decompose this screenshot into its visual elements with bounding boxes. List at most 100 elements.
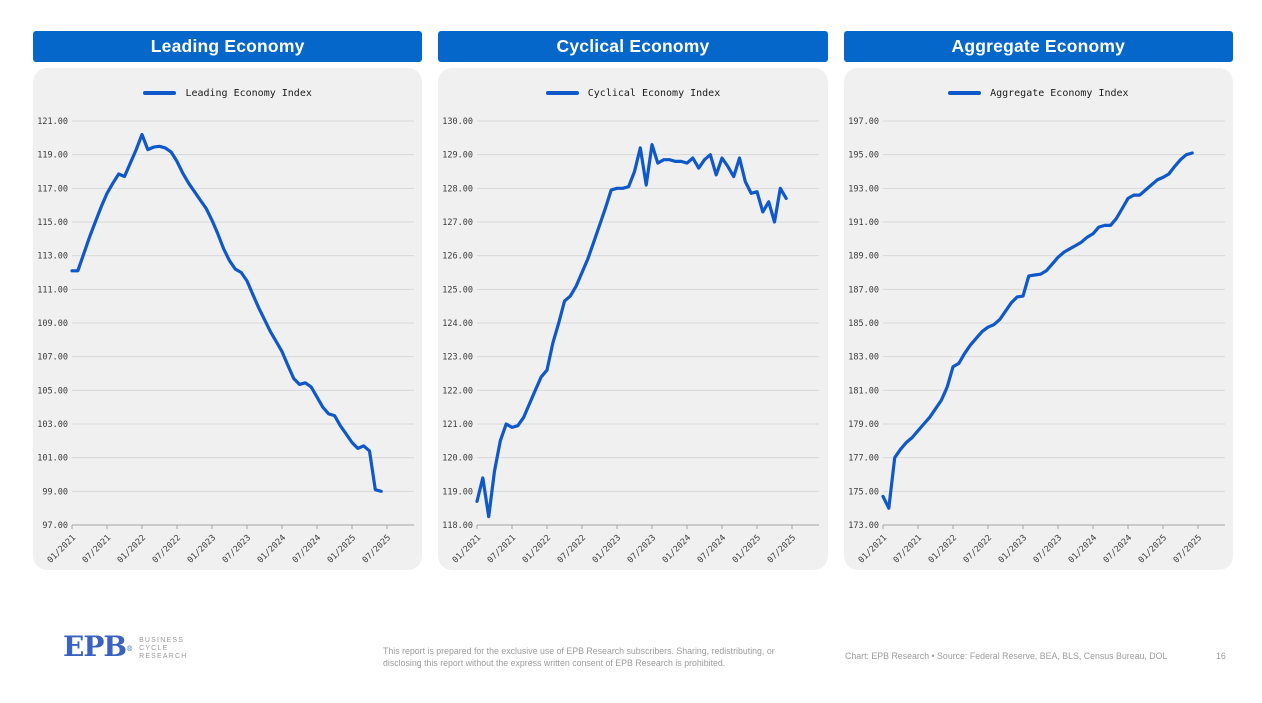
chart-card-leading-economy: Leading Economy Leading Economy Index 12… — [33, 31, 423, 570]
x-axis-tick-label: 07/2025 — [1171, 533, 1203, 565]
x-axis-tick-label: 07/2023 — [221, 533, 253, 565]
y-axis-tick-label: 124.00 — [443, 319, 474, 329]
y-axis-tick-label: 123.00 — [443, 353, 474, 363]
x-axis-tick-label: 07/2022 — [961, 533, 993, 565]
aggregate-economy-line-chart: 197.00 195.00 193.00 191.00 189.00 187.00 185.… — [848, 117, 1225, 565]
y-axis-tick-label: 193.00 — [848, 184, 879, 194]
x-axis-tick-label: 07/2021 — [891, 533, 923, 565]
tagline-line: CYCLE — [139, 645, 169, 652]
y-axis-tick-label: 189.00 — [848, 252, 879, 262]
x-axis-tick-label: 07/2024 — [696, 533, 728, 565]
x-axis-tick-label: 01/2021 — [451, 533, 483, 565]
page-number: 16 — [1216, 651, 1226, 661]
y-axis-tick-label: 118.00 — [443, 521, 474, 531]
y-axis-tick-label: 97.00 — [42, 521, 68, 531]
y-axis-tick-label: 195.00 — [848, 151, 879, 161]
legend-label: Aggregate Economy Index — [990, 87, 1129, 99]
tagline-line: BUSINESS — [139, 637, 185, 644]
y-axis-tick-label: 191.00 — [848, 218, 879, 228]
y-axis-tick-label: 115.00 — [37, 218, 68, 228]
leading-economy-line-chart: 121.00 119.00 117.00 115.00 113.00 111.00 109.… — [37, 117, 414, 565]
series-line — [881, 151, 1194, 510]
y-axis-tick-label: 107.00 — [37, 353, 68, 363]
y-axis-tick-label: 99.00 — [42, 487, 68, 497]
y-axis-tick-label: 117.00 — [37, 184, 68, 194]
legend-line-swatch — [948, 91, 982, 95]
y-axis-tick-label: 185.00 — [848, 319, 879, 329]
chart-panel-leading-economy: Leading Economy Index 121.00 119.00 117.00… — [33, 68, 423, 570]
y-axis-tick-label: 125.00 — [443, 285, 474, 295]
disclaimer-text: This report is prepared for the exclusiv… — [383, 646, 843, 669]
y-axis-tick-label: 120.00 — [443, 454, 474, 464]
y-axis-tick-label: 177.00 — [848, 454, 879, 464]
x-axis-tick-label: 01/2021 — [856, 533, 888, 565]
legend-line-swatch — [545, 91, 579, 95]
chart-legend: Cyclical Economy Index — [438, 83, 827, 103]
chart-legend: Leading Economy Index — [33, 83, 422, 103]
y-axis-tick-label: 113.00 — [37, 252, 68, 262]
y-axis-tick-label: 127.00 — [443, 218, 474, 228]
series-line — [70, 132, 383, 493]
chart-legend: Aggregate Economy Index — [844, 83, 1233, 103]
chart-title-leading-economy: Leading Economy — [33, 31, 423, 62]
x-axis-tick-label: 07/2023 — [626, 533, 658, 565]
x-axis-tick-label: 07/2022 — [151, 533, 183, 565]
x-axis-tick-label: 01/2023 — [591, 533, 623, 565]
y-axis-tick-label: 187.00 — [848, 285, 879, 295]
y-axis-tick-label: 122.00 — [443, 386, 474, 396]
epb-logo-tagline: BUSINESS CYCLE RESEARCH — [139, 634, 188, 661]
y-axis-tick-label: 119.00 — [37, 151, 68, 161]
x-axis-tick-label: 01/2023 — [186, 533, 218, 565]
x-axis-tick-label: 07/2021 — [486, 533, 518, 565]
y-axis-tick-label: 129.00 — [443, 151, 474, 161]
x-axis-tick-label: 07/2025 — [766, 533, 798, 565]
x-axis-tick-label: 07/2024 — [1101, 533, 1133, 565]
source-credit: Chart: EPB Research • Source: Federal Re… — [845, 651, 1168, 661]
y-axis-tick-label: 111.00 — [37, 285, 68, 295]
x-axis-tick-label: 07/2025 — [361, 533, 393, 565]
y-axis-tick-label: 109.00 — [37, 319, 68, 329]
x-axis-tick-label: 01/2025 — [731, 533, 763, 565]
x-axis-tick-label: 01/2024 — [256, 533, 288, 565]
x-axis-tick-label: 01/2025 — [1136, 533, 1168, 565]
y-axis-tick-label: 128.00 — [443, 184, 474, 194]
chart-panel-aggregate-economy: Aggregate Economy Index 197.00 195.00 193.… — [843, 68, 1233, 570]
series-line — [475, 143, 789, 519]
y-axis-tick-label: 183.00 — [848, 353, 879, 363]
y-axis-tick-label: 121.00 — [443, 420, 474, 430]
cyclical-economy-line-chart: 130.00 129.00 128.00 127.00 126.00 125.00 124.… — [443, 117, 820, 565]
y-axis-tick-label: 179.00 — [848, 420, 879, 430]
x-axis-tick-label: 07/2022 — [556, 533, 588, 565]
x-axis-tick-label: 07/2024 — [291, 533, 323, 565]
legend-line-swatch — [143, 91, 177, 95]
x-axis-tick-label: 01/2021 — [46, 533, 78, 565]
y-axis-tick-label: 126.00 — [443, 252, 474, 262]
y-axis-tick-label: 119.00 — [443, 487, 474, 497]
disclaimer-line: This report is prepared for the exclusiv… — [383, 646, 775, 656]
y-axis-tick-label: 181.00 — [848, 386, 879, 396]
chart-card-aggregate-economy: Aggregate Economy Aggregate Economy Inde… — [843, 31, 1233, 570]
epb-logo: EPB® BUSINESS CYCLE RESEARCH — [63, 630, 188, 663]
y-axis-tick-label: 105.00 — [37, 386, 68, 396]
legend-label: Leading Economy Index — [185, 87, 312, 99]
x-axis-tick-label: 01/2022 — [521, 533, 553, 565]
y-axis-tick-label: 197.00 — [848, 117, 879, 127]
y-axis-tick-label: 101.00 — [37, 454, 68, 464]
legend-label: Cyclical Economy Index — [587, 87, 721, 99]
chart-title-aggregate-economy: Aggregate Economy — [843, 31, 1233, 62]
x-axis-tick-label: 01/2024 — [661, 533, 693, 565]
y-axis-tick-label: 173.00 — [848, 521, 879, 531]
epb-logo-text: EPB® — [63, 630, 133, 663]
charts-row: Leading Economy Leading Economy Index 12… — [33, 31, 1233, 570]
x-axis-tick-label: 07/2023 — [1031, 533, 1063, 565]
tagline-line: RESEARCH — [139, 653, 188, 660]
x-axis-tick-label: 01/2022 — [926, 533, 958, 565]
y-axis-tick-label: 130.00 — [443, 117, 474, 127]
x-axis-tick-label: 07/2021 — [81, 533, 113, 565]
chart-card-cyclical-economy: Cyclical Economy Cyclical Economy Index … — [438, 31, 828, 570]
x-axis-tick-label: 01/2025 — [326, 533, 358, 565]
chart-panel-cyclical-economy: Cyclical Economy Index 130.00 129.00 128.0… — [438, 68, 828, 570]
y-axis-tick-label: 175.00 — [848, 487, 879, 497]
disclaimer-line: disclosing this report without the expre… — [383, 657, 726, 668]
x-axis-tick-label: 01/2023 — [996, 533, 1028, 565]
